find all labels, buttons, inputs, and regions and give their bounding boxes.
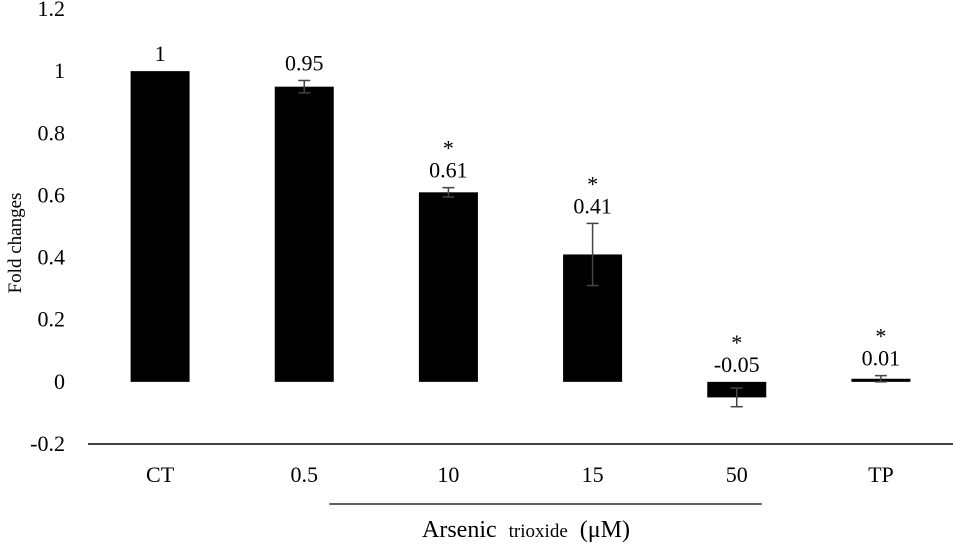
significance-marker: *: [587, 171, 598, 196]
x-axis-ticks: CT 0.5 10 15 50 TP: [146, 462, 894, 487]
data-label: -0.05: [714, 352, 760, 377]
group-label: Arsenic trioxide (μM): [422, 517, 630, 543]
data-label: 0.95: [285, 50, 324, 75]
data-label: 0.41: [573, 193, 612, 218]
significance-marker: *: [875, 324, 886, 349]
significance-marker: *: [731, 330, 742, 355]
bar: [418, 192, 478, 382]
x-tick-label: CT: [146, 462, 175, 487]
data-labels-group: 1 0.95 0.61 0.41 -0.05 0.01: [155, 41, 901, 377]
significance-marker: *: [443, 136, 454, 161]
y-axis-ticks: -0.2 0 0.2 0.4 0.6 0.8 1 1.2: [30, 0, 65, 456]
data-label: 0.01: [862, 346, 901, 371]
x-tick-label: 50: [726, 462, 748, 487]
data-label: 0.61: [429, 158, 468, 183]
bars-group: [130, 71, 911, 398]
x-tick-label: 0.5: [291, 462, 319, 487]
y-tick-label: 0.8: [38, 120, 66, 145]
y-tick-label: 1: [54, 58, 65, 83]
bar: [274, 86, 334, 382]
x-tick-label: 10: [437, 462, 459, 487]
y-tick-label: 1.2: [38, 0, 66, 21]
y-tick-label: 0.2: [38, 307, 66, 332]
x-tick-label: 15: [582, 462, 604, 487]
group-label-small: trioxide: [509, 521, 568, 542]
bar: [130, 71, 190, 382]
y-tick-label: 0: [54, 369, 65, 394]
y-tick-label: 0.6: [38, 182, 66, 207]
data-label: 1: [155, 41, 166, 66]
y-tick-label: 0.4: [38, 245, 66, 270]
error-bars-group: [298, 79, 887, 408]
group-label-unit: (μM): [580, 517, 630, 543]
y-tick-label: -0.2: [30, 431, 65, 456]
significance-markers-group: * * * *: [443, 136, 887, 355]
y-axis-label: Fold changes: [5, 193, 26, 294]
group-label-main: Arsenic: [422, 517, 497, 543]
x-tick-label: TP: [868, 462, 894, 487]
